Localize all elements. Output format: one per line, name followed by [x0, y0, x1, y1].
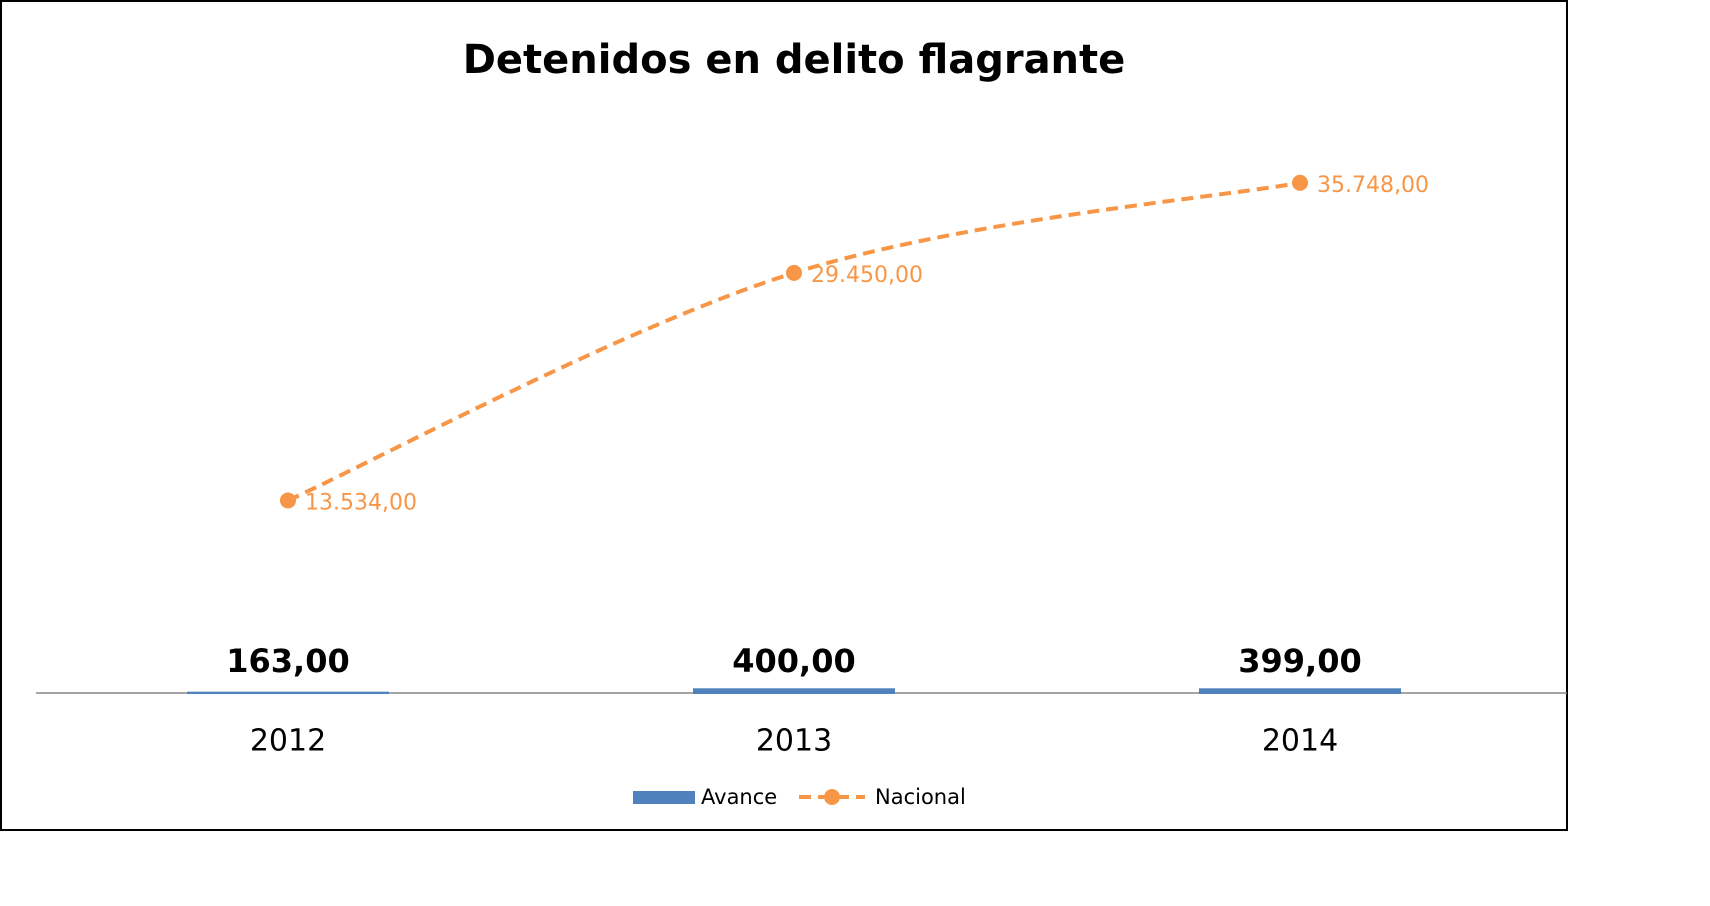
line-marker	[786, 264, 802, 281]
data-label: 163,00	[226, 642, 349, 680]
legend-label: Nacional	[875, 785, 966, 809]
line-marker	[1292, 174, 1308, 191]
data-label: 400,00	[732, 642, 855, 680]
x-tick-label: 2013	[756, 724, 832, 759]
data-label: 13.534,00	[305, 490, 417, 515]
data-label: 29.450,00	[811, 263, 923, 288]
legend-marker	[824, 789, 840, 805]
bar	[187, 691, 389, 694]
data-label: 35.748,00	[1317, 173, 1429, 198]
x-tick-label: 2014	[1262, 724, 1338, 759]
bar	[1199, 688, 1401, 694]
data-label: 399,00	[1238, 642, 1361, 680]
legend-label: Avance	[701, 785, 777, 809]
chart-frame	[0, 0, 1568, 831]
chart-title: Detenidos en delito flagrante	[463, 37, 1126, 83]
bar	[693, 688, 895, 694]
legend-swatch	[633, 791, 695, 804]
line-marker	[280, 492, 296, 509]
x-tick-label: 2012	[250, 724, 326, 759]
